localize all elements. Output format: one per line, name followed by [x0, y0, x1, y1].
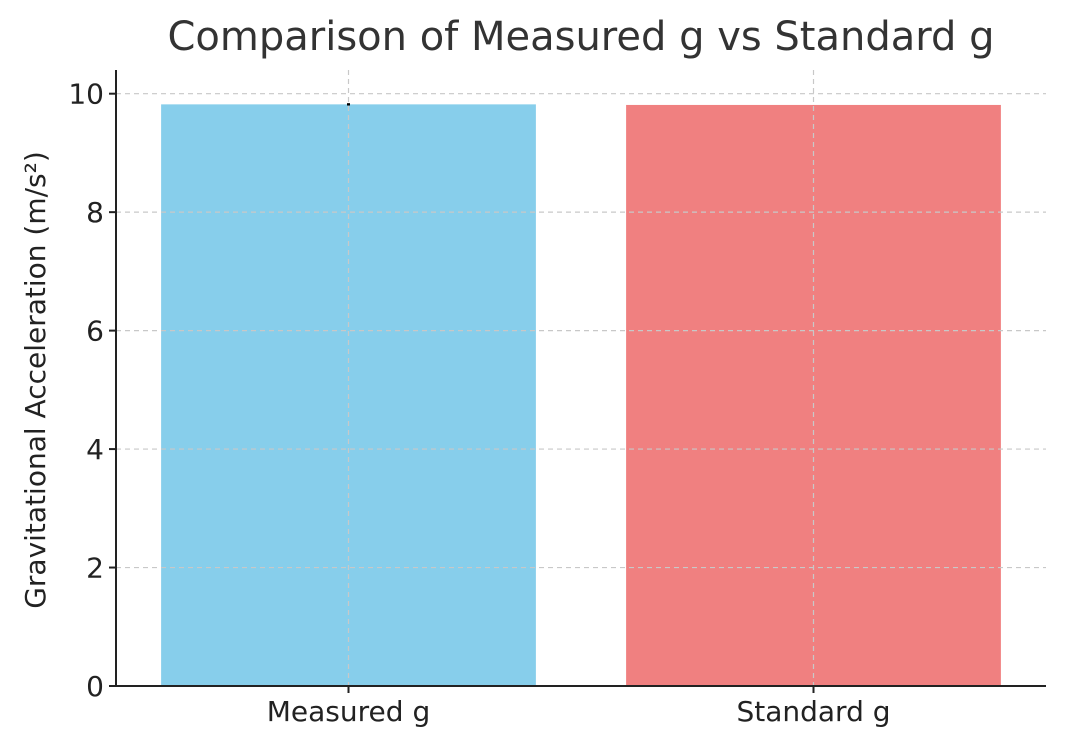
- y-tick-label: 8: [86, 196, 104, 229]
- y-tick-label: 0: [86, 670, 104, 703]
- axes: [109, 70, 1046, 693]
- y-tick-label: 6: [86, 315, 104, 348]
- tick-labels: 0 2 4 6 8 10 Measured g Standard g: [68, 78, 890, 728]
- y-tick-label: 10: [68, 78, 104, 111]
- grid-lines: [116, 70, 1046, 686]
- chart-title: Comparison of Measured g vs Standard g: [167, 14, 995, 60]
- y-tick-label: 4: [86, 433, 104, 466]
- y-tick-label: 2: [86, 552, 104, 585]
- x-tick-label: Standard g: [736, 695, 890, 728]
- x-tick-label: Measured g: [267, 695, 430, 728]
- bars: [161, 103, 1001, 687]
- y-axis-label: Gravitational Acceleration (m/s²): [19, 151, 52, 609]
